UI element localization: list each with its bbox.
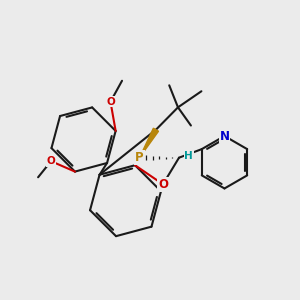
- Text: O: O: [106, 97, 115, 107]
- Text: O: O: [158, 178, 168, 191]
- Text: P: P: [135, 151, 144, 164]
- Text: H: H: [184, 151, 193, 161]
- Text: N: N: [220, 130, 230, 142]
- Polygon shape: [140, 128, 158, 158]
- Text: O: O: [47, 156, 56, 166]
